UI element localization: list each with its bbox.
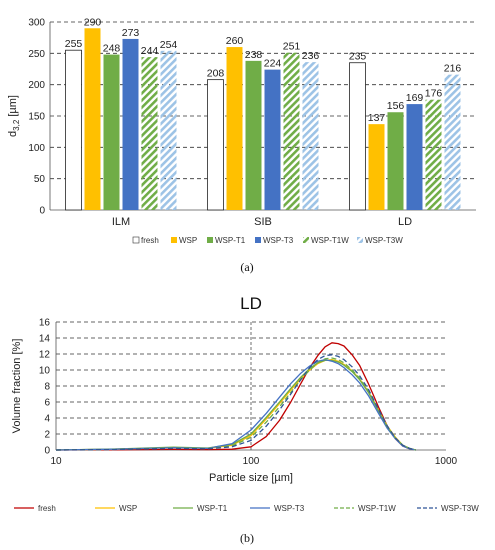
y-tick-label: 4 bbox=[44, 414, 50, 425]
data-label: 251 bbox=[283, 41, 301, 53]
y-tick-label: 2 bbox=[44, 430, 50, 441]
bar-wsp-t1w bbox=[283, 52, 300, 210]
y-tick-label: 12 bbox=[39, 350, 51, 361]
bar-wsp-t3 bbox=[406, 104, 423, 210]
data-label: 137 bbox=[368, 112, 386, 124]
legend-swatch bbox=[303, 237, 309, 243]
bar-wsp-t3w bbox=[444, 74, 461, 210]
data-label: 236 bbox=[302, 50, 320, 62]
data-label: 290 bbox=[84, 16, 102, 28]
x-tick-label: 10 bbox=[50, 456, 62, 467]
y-axis-label-unit: [µm] bbox=[7, 95, 19, 120]
data-label: 248 bbox=[103, 43, 121, 55]
data-label: 208 bbox=[207, 68, 225, 80]
legend-label: WSP-T3 bbox=[263, 236, 294, 245]
data-label: 244 bbox=[141, 45, 159, 57]
y-tick-label: 200 bbox=[28, 80, 45, 91]
legend-label: fresh bbox=[141, 236, 159, 245]
data-label: 176 bbox=[425, 88, 443, 100]
data-label: 273 bbox=[122, 27, 140, 39]
panel-label-a: (a) bbox=[240, 260, 253, 274]
y-tick-label: 50 bbox=[34, 174, 46, 185]
legend-label: WSP-T3W bbox=[441, 504, 479, 513]
data-label: 255 bbox=[65, 38, 83, 50]
bar-wsp-t3w bbox=[160, 50, 177, 211]
x-axis-label: Particle size [µm] bbox=[209, 472, 293, 484]
y-axis-label-subscript: 3,2 bbox=[12, 119, 21, 131]
data-label: 156 bbox=[387, 100, 405, 112]
category-label: ILM bbox=[112, 216, 130, 228]
series-line-fresh bbox=[55, 342, 416, 451]
y-tick-label: 8 bbox=[44, 382, 50, 393]
legend-label: WSP-T3 bbox=[274, 504, 305, 513]
bar-wsp-t3w bbox=[302, 62, 319, 211]
category-label: SIB bbox=[254, 216, 272, 228]
y-tick-label: 150 bbox=[28, 112, 45, 123]
y-axis-label: Volume fraction [%] bbox=[11, 339, 23, 434]
data-label: 235 bbox=[349, 51, 367, 63]
series-line-wsp bbox=[55, 358, 416, 451]
series-line-wsp-t1w bbox=[55, 357, 416, 451]
legend-label: fresh bbox=[38, 504, 56, 513]
bar-wsp-t3 bbox=[122, 38, 139, 210]
data-label: 224 bbox=[264, 58, 282, 70]
legend-swatch bbox=[171, 237, 177, 243]
bar-fresh bbox=[349, 62, 366, 211]
y-tick-label: 14 bbox=[39, 334, 51, 345]
y-axis-label: d3,2 [µm] bbox=[7, 95, 21, 137]
legend-swatch bbox=[132, 236, 140, 244]
legend-swatch bbox=[207, 237, 213, 243]
legend-swatch bbox=[255, 237, 261, 243]
legend-label: WSP-T1 bbox=[215, 236, 246, 245]
legend-label: WSP-T1W bbox=[311, 236, 349, 245]
series-line-wsp-t3w bbox=[55, 354, 416, 451]
data-label: 254 bbox=[160, 39, 178, 51]
legend-label: WSP-T1 bbox=[197, 504, 228, 513]
bar-wsp bbox=[368, 124, 385, 210]
bar-wsp bbox=[226, 47, 243, 210]
data-label: 238 bbox=[245, 49, 263, 61]
x-tick-label: 100 bbox=[243, 456, 260, 467]
legend-label: WSP-T3W bbox=[365, 236, 403, 245]
data-label: 260 bbox=[226, 35, 244, 47]
bar-wsp-t1w bbox=[425, 99, 442, 210]
data-label: 216 bbox=[444, 63, 462, 75]
y-tick-label: 100 bbox=[28, 143, 45, 154]
panel-label-b: (b) bbox=[240, 531, 254, 545]
y-tick-label: 300 bbox=[28, 18, 45, 29]
legend-label: WSP bbox=[119, 504, 137, 513]
chart-b-title: LD bbox=[240, 294, 262, 313]
category-label: LD bbox=[398, 216, 412, 228]
bar-wsp-t1 bbox=[245, 60, 262, 210]
y-tick-label: 0 bbox=[44, 446, 50, 457]
bar-fresh bbox=[207, 79, 224, 211]
legend-label: WSP bbox=[179, 236, 197, 245]
y-tick-label: 0 bbox=[39, 206, 45, 217]
series-line-wsp-t1 bbox=[55, 359, 416, 451]
y-tick-label: 10 bbox=[39, 366, 51, 377]
x-tick-label: 1000 bbox=[435, 456, 458, 467]
series-line-wsp-t3 bbox=[55, 358, 416, 451]
data-label: 169 bbox=[406, 92, 424, 104]
bar-wsp bbox=[84, 28, 101, 211]
bar-fresh bbox=[65, 49, 82, 211]
legend-swatch bbox=[357, 237, 363, 243]
y-tick-label: 6 bbox=[44, 398, 50, 409]
chart-b-ld-distribution: LD 0 2 4 6 8 10 12 14 16 10 100 1000 Particle size [µ… bbox=[11, 294, 479, 545]
legend-label: WSP-T1W bbox=[358, 504, 396, 513]
y-tick-label: 16 bbox=[39, 318, 51, 329]
y-tick-label: 250 bbox=[28, 49, 45, 60]
bar-wsp-t1 bbox=[387, 112, 404, 210]
bar-wsp-t1 bbox=[103, 54, 120, 210]
bar-wsp-t3 bbox=[264, 69, 281, 210]
bar-wsp-t1w bbox=[141, 57, 158, 210]
y-axis-label-main: d bbox=[7, 131, 19, 137]
